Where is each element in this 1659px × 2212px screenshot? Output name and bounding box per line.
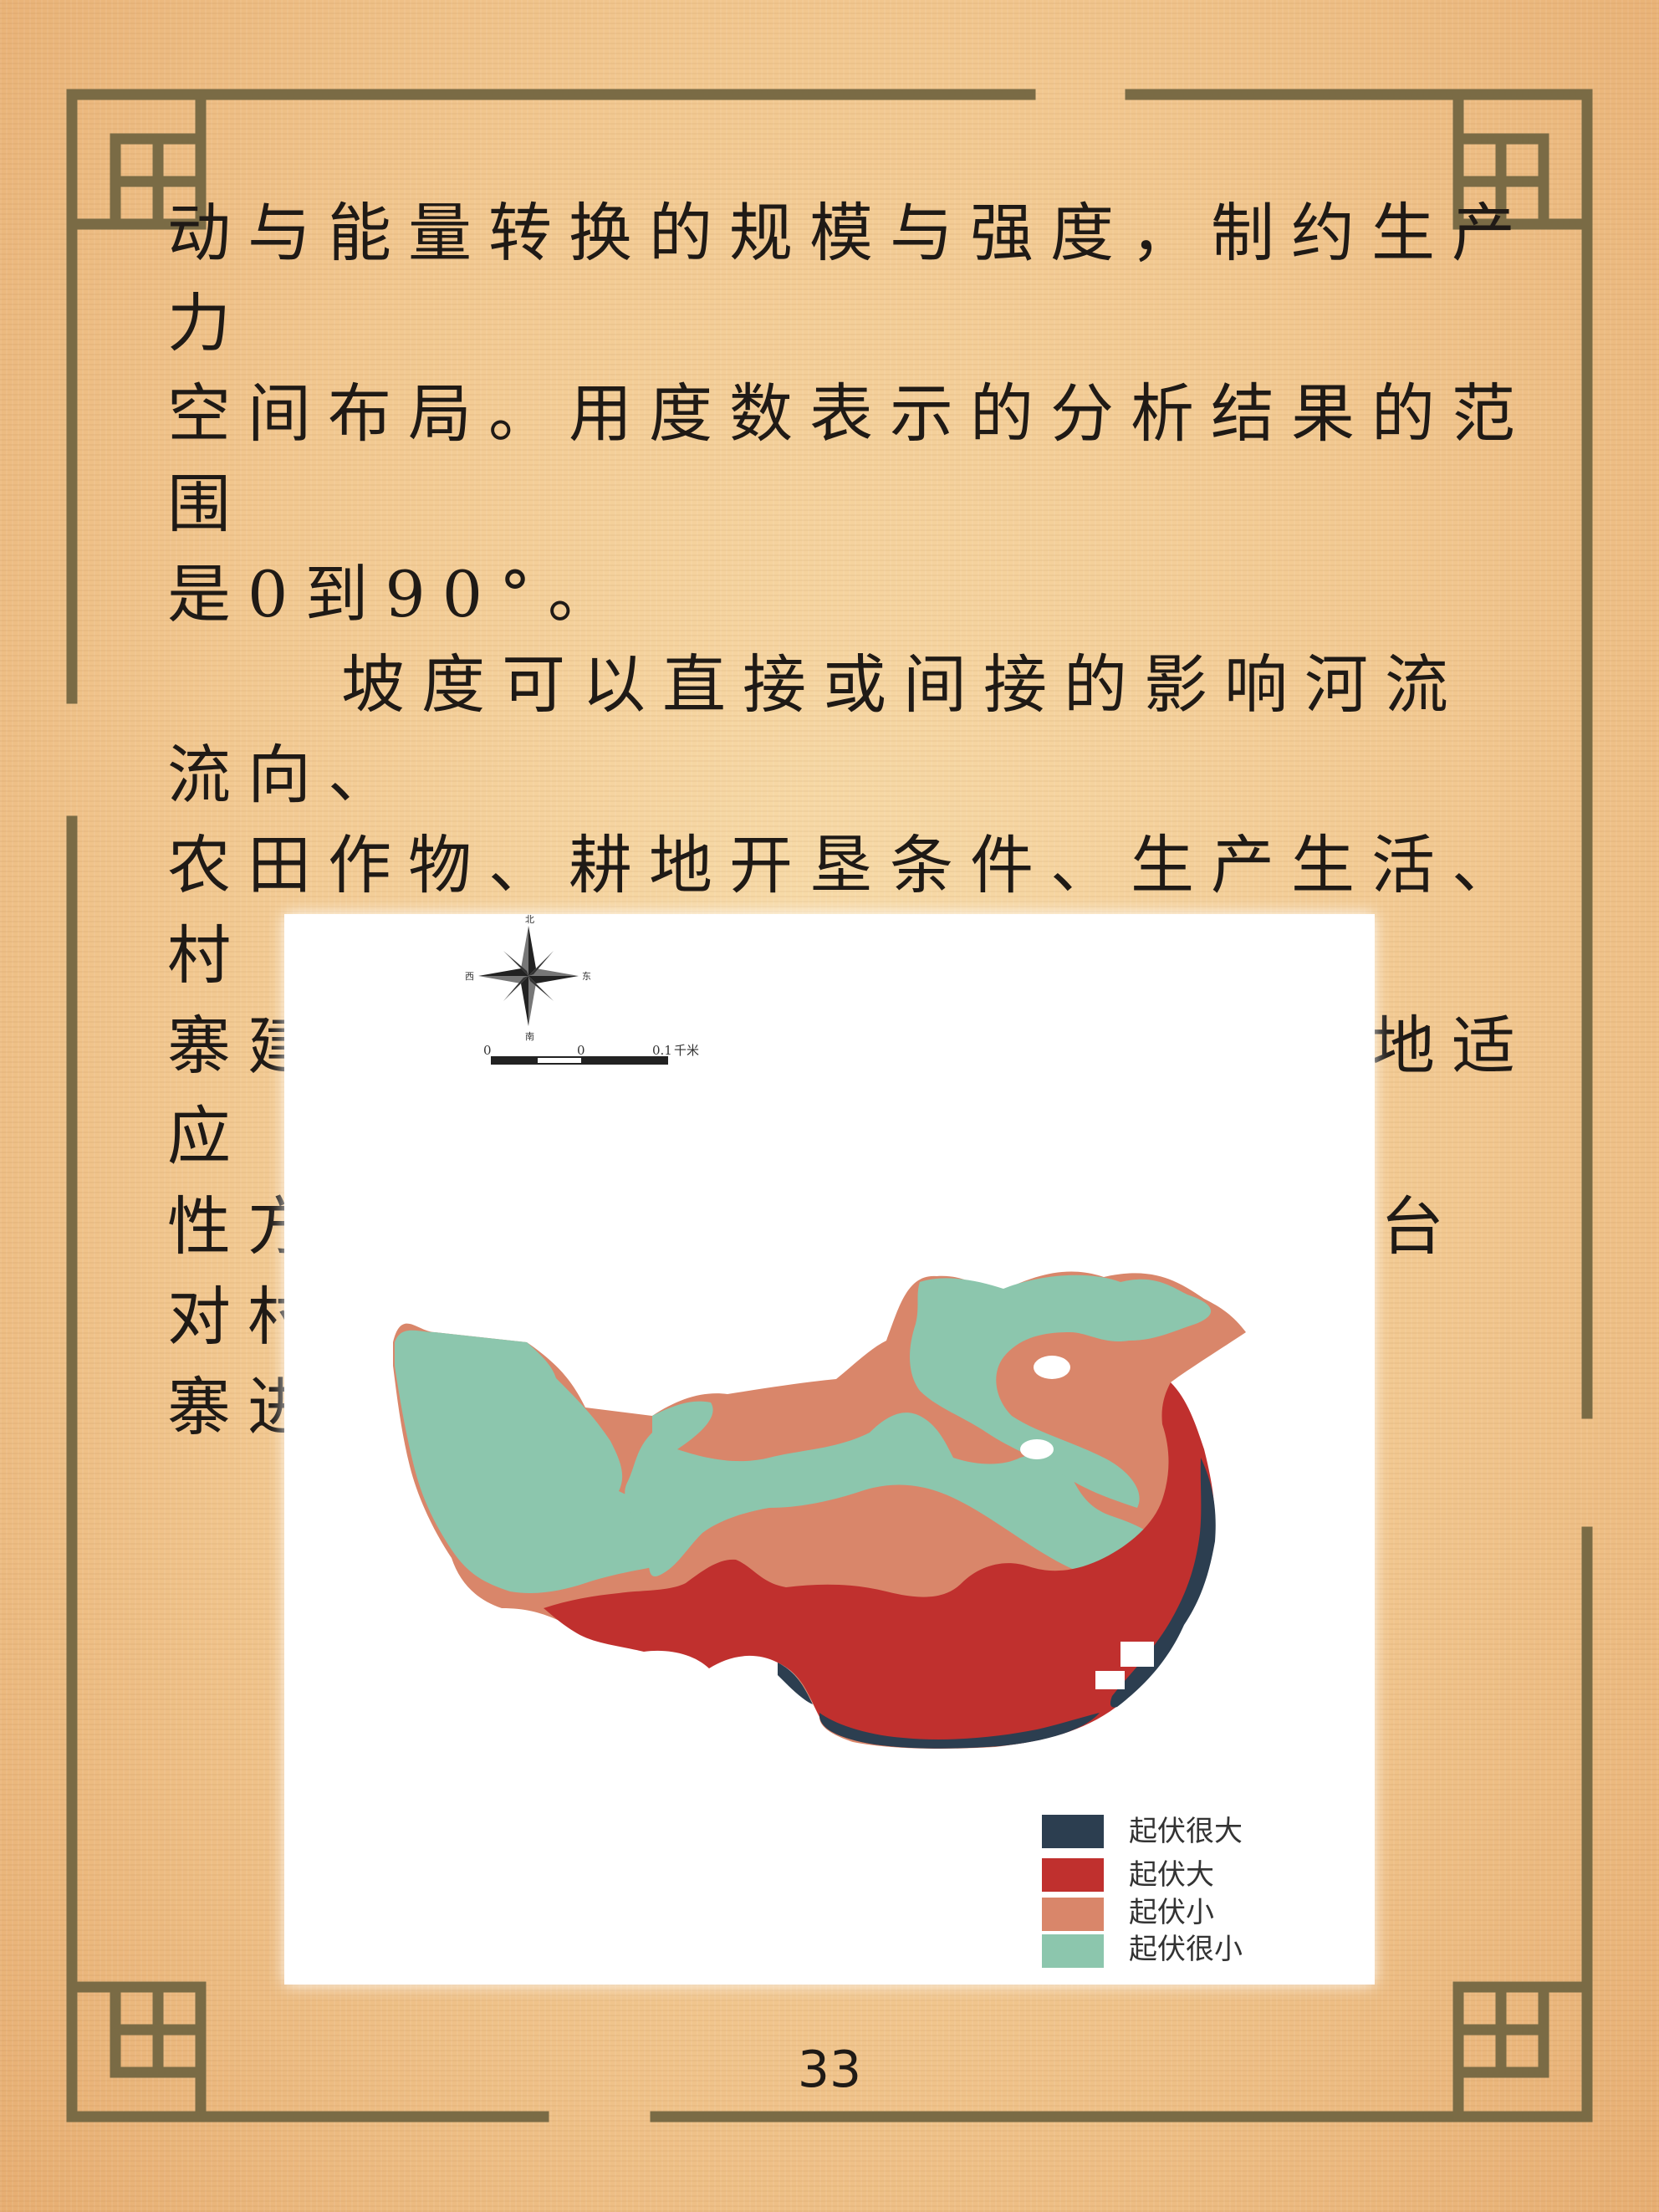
legend-label: 起伏小 bbox=[1129, 1896, 1214, 1929]
text-line: 农田作物、耕地开垦条件、生产生活、村 bbox=[167, 828, 1532, 993]
corner-motif-bottom-right bbox=[1452, 1968, 1593, 2123]
void-area bbox=[1095, 1671, 1125, 1689]
text-line: 是0到90°。 bbox=[167, 557, 629, 631]
slope-map: 北 南 东 西 0 0 0.1 千米 bbox=[393, 914, 1246, 1968]
corner-motif-bottom-left bbox=[66, 1968, 207, 2123]
scale-unit-label: 千米 bbox=[674, 1043, 699, 1058]
scale-bar: 0 0 0.1 千米 bbox=[483, 1043, 699, 1065]
legend-swatch bbox=[1042, 1858, 1104, 1892]
legend-label: 起伏大 bbox=[1129, 1858, 1214, 1892]
zone-flat-north bbox=[910, 1275, 1212, 1508]
compass-south-label: 南 bbox=[525, 1031, 534, 1042]
zone-very-steep-southwest bbox=[778, 1663, 813, 1704]
legend-label: 起伏很小 bbox=[1129, 1933, 1243, 1966]
terrain-region bbox=[393, 1271, 1246, 1749]
zone-very-steep-south bbox=[819, 1713, 1100, 1749]
scale-label-end: 0.1 bbox=[652, 1043, 672, 1058]
legend-label: 起伏很大 bbox=[1129, 1815, 1243, 1848]
compass-north-label: 北 bbox=[525, 914, 534, 925]
compass-west-label: 西 bbox=[465, 971, 474, 982]
text-line: 坡度可以直接或间接的影响河流流向、 bbox=[167, 647, 1465, 812]
zone-steep bbox=[544, 1382, 1215, 1749]
slope-map-panel: 北 南 东 西 0 0 0.1 千米 bbox=[284, 914, 1375, 1985]
page-number: 33 bbox=[797, 2041, 862, 2099]
text-line: 空间布局。用度数表示的分析结果的范围 bbox=[167, 376, 1532, 541]
void-area bbox=[1120, 1642, 1154, 1667]
void-area bbox=[1034, 1356, 1070, 1379]
map-legend: 起伏很大 起伏大 起伏小 起伏很小 bbox=[1042, 1815, 1243, 1968]
legend-swatch bbox=[1042, 1815, 1104, 1848]
compass-rose-icon: 北 南 东 西 bbox=[465, 914, 591, 1042]
compass-east-label: 东 bbox=[582, 971, 591, 982]
text-line: 动与能量转换的规模与强度，制约生产力 bbox=[167, 196, 1532, 360]
scale-label-start: 0 bbox=[483, 1043, 492, 1058]
corner-motif-top-left bbox=[66, 89, 207, 240]
corner-motif-top-right bbox=[1452, 89, 1593, 240]
void-area bbox=[1020, 1439, 1054, 1459]
zone-very-steep-east bbox=[1110, 1458, 1216, 1708]
scale-label-mid: 0 bbox=[577, 1043, 585, 1058]
legend-swatch bbox=[1042, 1898, 1104, 1931]
zone-flat-west bbox=[395, 1330, 681, 1593]
legend-swatch bbox=[1042, 1934, 1104, 1968]
